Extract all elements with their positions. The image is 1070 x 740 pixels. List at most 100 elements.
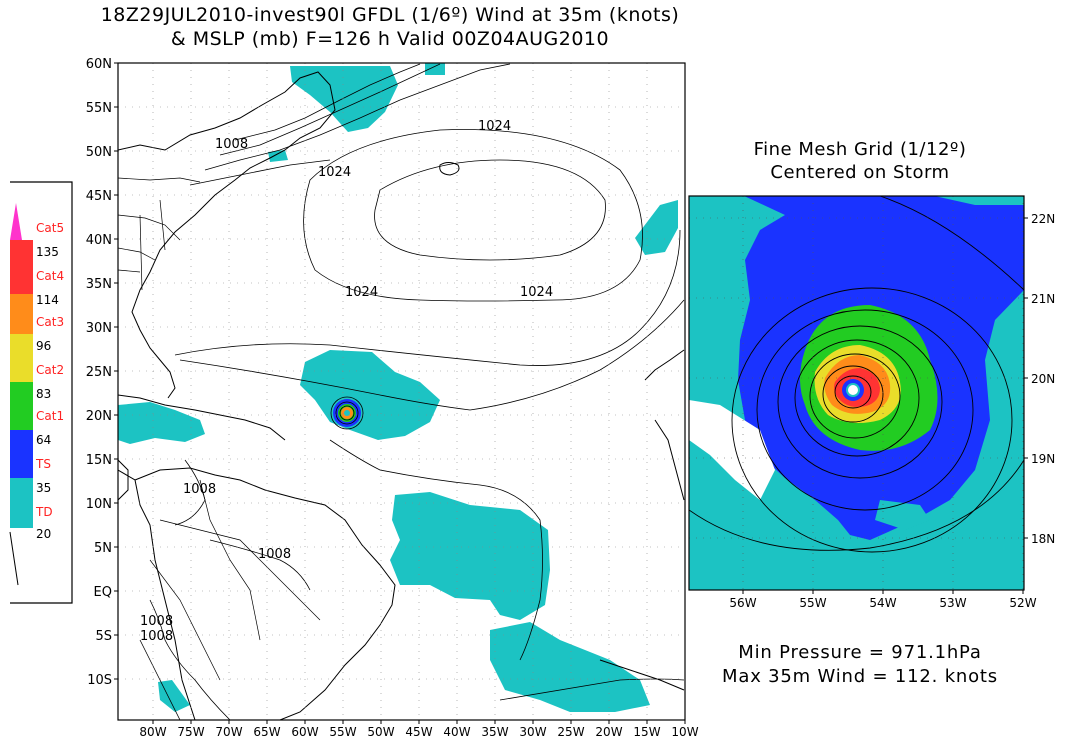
title-line-2: & MSLP (mb) F=126 h Valid 00Z04AUG2010 <box>170 28 610 50</box>
lon-label: 15W <box>633 725 660 739</box>
lon-label: 40W <box>443 725 470 739</box>
legend-threshold: 135 <box>36 245 59 259</box>
inset-map: 22N 21N 20N 19N 18N 56W 55W 54W 53W 52W <box>688 195 1055 610</box>
legend-label-ts: TS <box>35 457 51 471</box>
lon-label: 30W <box>519 725 546 739</box>
legend-label-cat3: Cat3 <box>36 315 64 329</box>
td-swath-north <box>290 66 398 132</box>
td-swath-small <box>425 63 445 75</box>
lon-label: 80W <box>139 725 166 739</box>
isobar-label: 1008 <box>258 547 291 562</box>
isobar-label: 1008 <box>215 137 248 152</box>
inset-title-line-2: Centered on Storm <box>770 162 950 183</box>
caribbean-islands <box>118 394 286 441</box>
lon-label: 35W <box>481 725 508 739</box>
lat-label: 35N <box>86 277 112 292</box>
legend-label-td: TD <box>35 505 53 519</box>
inset-eye <box>846 383 860 397</box>
main-map-frame <box>117 62 686 721</box>
legend-threshold: 64 <box>36 433 51 447</box>
legend-threshold: 35 <box>36 481 51 495</box>
legend-threshold: 96 <box>36 339 51 353</box>
legend-label-cat4: Cat4 <box>36 269 64 283</box>
north-america-coast <box>118 71 336 399</box>
inset-title-line-1: Fine Mesh Grid (1/12º) <box>753 139 967 160</box>
td-swath-northeast <box>635 200 678 255</box>
legend-swatch-td <box>10 478 33 528</box>
isobar-label: 1008 <box>140 614 173 629</box>
title-line-1: 18Z29JUL2010-invest90l GFDL (1/6º) Wind … <box>100 4 680 26</box>
inset-lon-label: 52W <box>1009 596 1036 610</box>
lon-label: 50W <box>367 725 394 739</box>
inset-lon-label: 53W <box>939 596 966 610</box>
lat-label: 40N <box>86 233 112 248</box>
legend-bracket <box>10 181 73 604</box>
legend-threshold: 114 <box>36 293 59 307</box>
max-wind-text: Max 35m Wind = 112. knots <box>722 666 998 687</box>
inset-grid <box>689 196 1024 590</box>
small-island <box>439 162 460 176</box>
lat-label: 50N <box>86 145 112 160</box>
isobar-label: 1024 <box>520 285 553 300</box>
inset-lat-label: 22N <box>1031 212 1055 226</box>
lon-label: 55W <box>329 725 356 739</box>
lon-label: 10W <box>671 725 698 739</box>
td-swath-andes <box>158 680 190 712</box>
lat-label: 5S <box>95 629 112 644</box>
isobar-label: 1024 <box>318 165 351 180</box>
lat-label: 25N <box>86 365 112 380</box>
africa-coast-south <box>599 659 685 691</box>
legend-tail <box>9 531 19 586</box>
lat-label: 15N <box>86 453 112 468</box>
inset-lat-label: 20N <box>1031 372 1055 386</box>
south-america-west-coast <box>118 469 196 720</box>
lat-label: 10S <box>87 673 112 688</box>
inset-lon-label: 55W <box>799 596 826 610</box>
lat-label: 30N <box>86 321 112 336</box>
lat-label: EQ <box>94 585 112 600</box>
south-america-coast <box>134 467 396 720</box>
central-america-coast <box>118 459 129 501</box>
legend-swatch-cat3 <box>10 294 33 334</box>
legend-label-cat1: Cat1 <box>36 409 64 423</box>
inset-isobars <box>689 196 1024 553</box>
inset-frame <box>688 195 1025 591</box>
legend-swatch-ts <box>10 430 33 478</box>
legend-label-cat2: Cat2 <box>36 363 64 377</box>
legend-cat5-triangle <box>10 203 22 240</box>
storm-core-main <box>330 396 364 430</box>
isobar-label: 1008 <box>183 482 216 497</box>
lon-label: 45W <box>405 725 432 739</box>
inset-land <box>689 400 775 500</box>
lat-label: 60N <box>86 57 112 72</box>
borders <box>118 177 321 681</box>
lon-label: 65W <box>253 725 280 739</box>
legend-category-labels: Cat5 Cat4 Cat3 Cat2 Cat1 TS TD <box>35 221 64 519</box>
legend-threshold: 83 <box>36 387 51 401</box>
isobar-label: 1024 <box>478 119 511 134</box>
lon-label: 70W <box>215 725 242 739</box>
main-isobar-labels: 1024 1008 1024 1024 1024 1008 1008 1008 … <box>140 119 553 644</box>
legend-swatch-cat2 <box>10 334 33 382</box>
main-lat-labels: 60N 55N 50N 45N 40N 35N 30N 25N 20N 15N 10N 5N EQ 5S 1… <box>86 57 118 688</box>
isobar-label: 1024 <box>345 285 378 300</box>
inset-lat-label: 21N <box>1031 292 1055 306</box>
legend-swatch-cat4 <box>10 240 33 270</box>
intensity-legend: Cat5 Cat4 Cat3 Cat2 Cat1 TS TD 135 114 9… <box>9 181 73 604</box>
wind-swaths <box>118 63 678 712</box>
lon-label: 20W <box>595 725 622 739</box>
lat-label: 10N <box>86 497 112 512</box>
min-pressure-text: Min Pressure = 971.1hPa <box>738 642 982 663</box>
td-swath-south <box>490 622 650 712</box>
td-swath-atlantic <box>390 492 550 620</box>
inset-lat-label: 19N <box>1031 452 1055 466</box>
isobars <box>139 63 685 720</box>
africa-coast-north <box>644 349 685 381</box>
legend-label-cat5: Cat5 <box>36 221 64 235</box>
isobar-label: 1008 <box>140 629 173 644</box>
main-map: 1024 1008 1024 1024 1024 1008 1008 1008 … <box>86 57 699 739</box>
coastlines <box>118 71 685 720</box>
td-swath-small-2 <box>268 150 288 162</box>
inset-lon-labels: 56W 55W 54W 53W 52W <box>729 590 1037 610</box>
